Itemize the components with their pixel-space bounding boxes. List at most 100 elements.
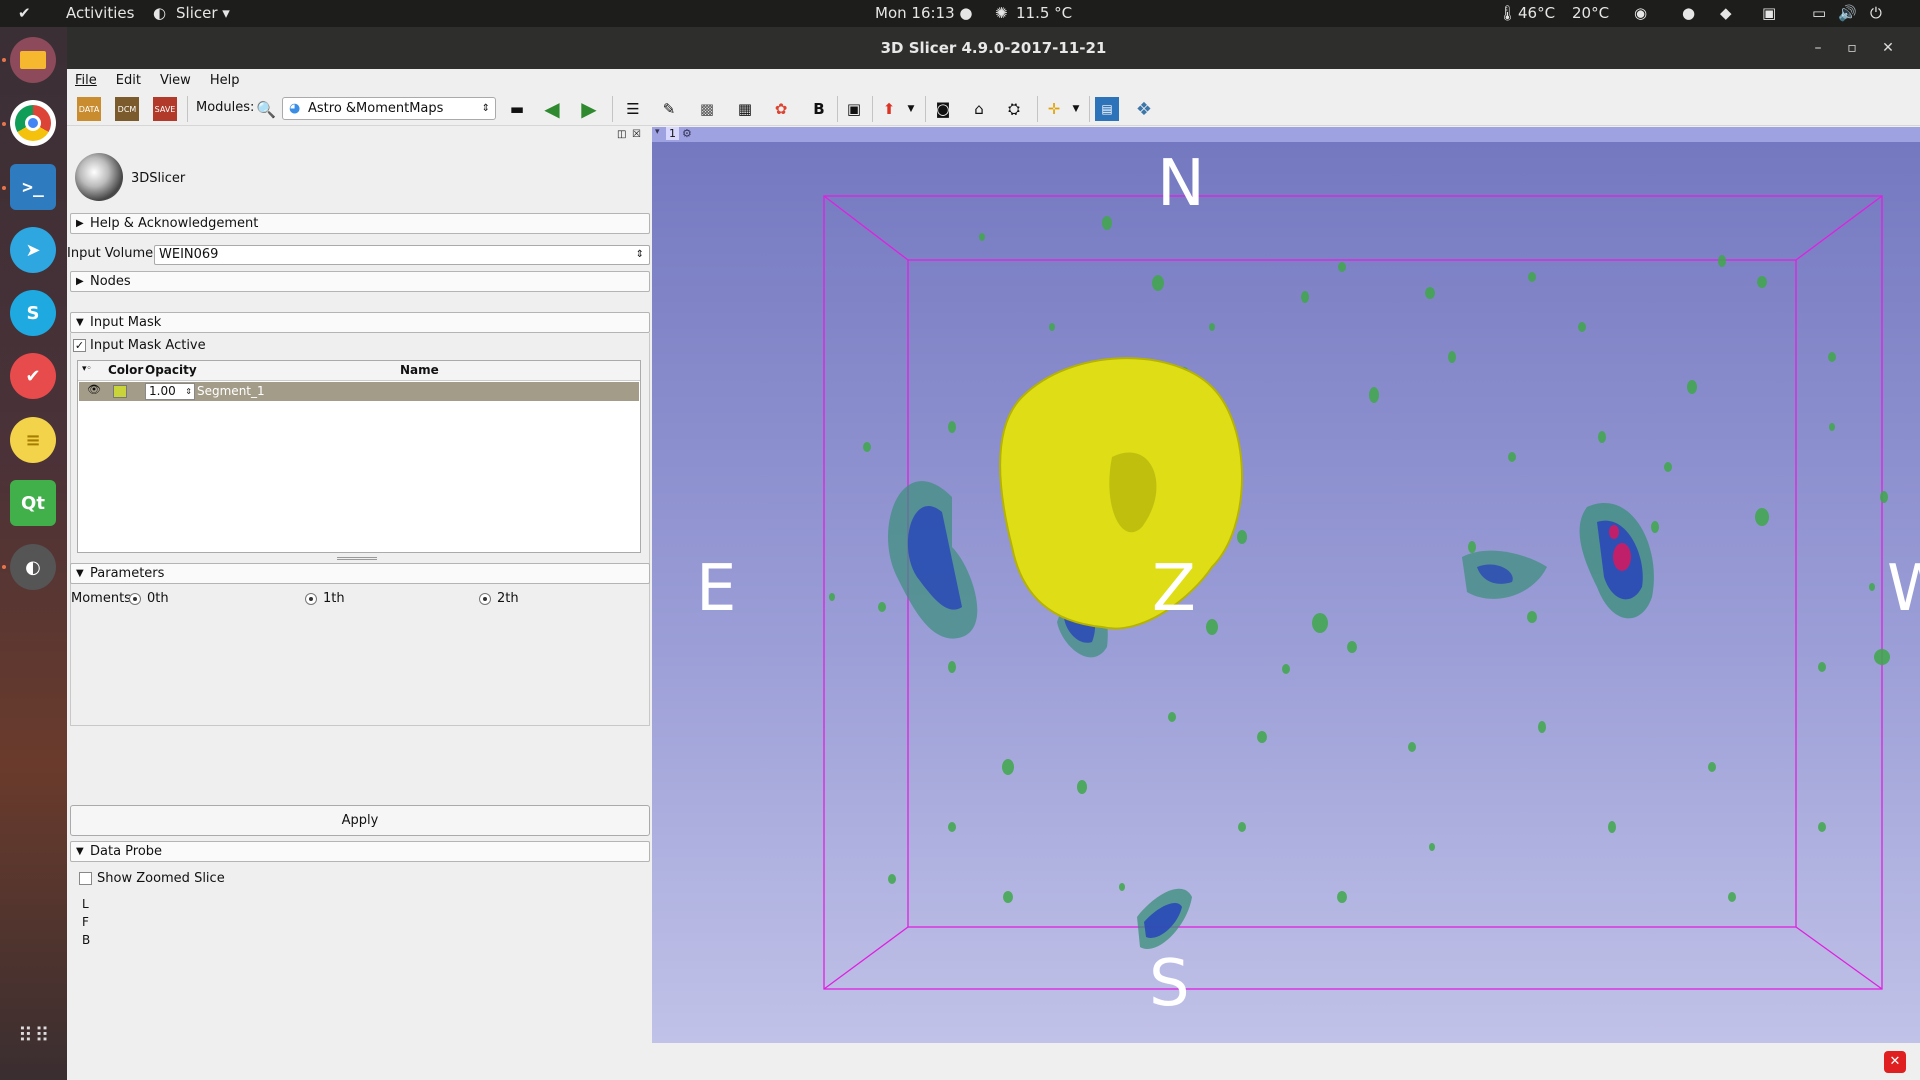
python-console-icon[interactable]: ❖ xyxy=(1135,98,1153,120)
segment-name[interactable]: Segment_1 xyxy=(197,384,265,398)
input-mask-section-header[interactable]: ▼ Input Mask xyxy=(70,312,650,333)
screenshot-icon[interactable]: ▣ xyxy=(1762,4,1777,22)
toolbar-separator xyxy=(187,96,188,122)
scene-view-icon[interactable]: ⌂ xyxy=(974,100,984,118)
extension-manager-icon[interactable]: ▤ xyxy=(1095,97,1119,121)
todo-icon[interactable]: ✔ xyxy=(10,353,56,399)
load-dicom-icon[interactable]: DCM xyxy=(115,97,139,121)
splitter-handle[interactable] xyxy=(337,557,377,560)
telegram-icon[interactable]: ➤ xyxy=(10,227,56,273)
emission-cloud-left xyxy=(888,481,978,639)
segment-color-swatch[interactable] xyxy=(113,385,127,398)
place-dropdown-icon[interactable]: ▼ xyxy=(1072,104,1080,114)
volume-icon[interactable]: 🔊 xyxy=(1838,4,1857,22)
slicer-launcher-icon[interactable]: ◐ xyxy=(10,544,56,590)
models-icon[interactable]: ▦ xyxy=(737,100,753,118)
menu-view[interactable]: View xyxy=(159,72,191,88)
module-search-icon[interactable]: 🔍 xyxy=(256,99,276,119)
activities-button[interactable]: Activities xyxy=(66,4,135,22)
disk-icon[interactable]: ◉ xyxy=(1634,4,1648,22)
markups-icon[interactable]: ✎ xyxy=(662,100,676,118)
extension-icon[interactable]: ⛭ xyxy=(1007,100,1020,118)
probe-line-f: F xyxy=(82,915,89,929)
running-indicator xyxy=(2,122,6,126)
moment-1th-radio[interactable] xyxy=(305,593,317,605)
save-icon[interactable]: SAVE xyxy=(153,97,177,121)
input-volume-select[interactable]: WEIN069 ⇕ xyxy=(154,245,650,265)
parameters-section-header[interactable]: ▼ Parameters xyxy=(70,563,650,584)
collapsed-arrow-icon: ▶ xyxy=(76,276,84,287)
skype-icon[interactable]: S xyxy=(10,290,56,336)
qt-creator-icon[interactable]: Qt xyxy=(10,480,56,526)
error-log-icon[interactable]: ✕ xyxy=(1884,1051,1906,1073)
power-icon[interactable]: ⏻ xyxy=(1870,4,1882,22)
dropbox-icon[interactable]: ◆ xyxy=(1720,4,1732,22)
weather-temp[interactable]: 11.5 °C xyxy=(1016,4,1073,22)
chrome-icon[interactable] xyxy=(10,100,56,146)
app-menu[interactable]: Slicer ▾ xyxy=(176,4,230,22)
notes-icon[interactable]: ≡ xyxy=(10,417,56,463)
moment-2th-radio[interactable] xyxy=(479,593,491,605)
minimize-icon[interactable]: – xyxy=(1814,40,1822,56)
collapsed-arrow-icon: ▶ xyxy=(76,218,84,229)
data-module-icon[interactable]: ☰ xyxy=(626,100,640,118)
visibility-eye-icon[interactable]: 👁 xyxy=(87,383,101,396)
emission-cloud-bottom xyxy=(1137,888,1192,949)
crosshair-icon[interactable]: ⬆ xyxy=(882,100,896,118)
visibility-menu-icon[interactable]: ▾◦ xyxy=(82,364,92,374)
column-header-color[interactable]: Color xyxy=(108,363,144,377)
orientation-label-left: E xyxy=(696,552,737,626)
thermometer-icon: 🌡 xyxy=(1498,4,1518,22)
screenshot-capture-icon[interactable]: ◙ xyxy=(935,100,951,118)
monitor-icon[interactable]: ▭ xyxy=(1812,4,1827,22)
cpu-temp[interactable]: 46°C xyxy=(1518,4,1556,22)
close-icon[interactable]: ✕ xyxy=(1882,40,1894,56)
table-row[interactable]: 👁 1.00 ⇕ Segment_1 xyxy=(79,382,639,401)
module-panel: ◫ ☒ 3DSlicer ▶ Help & Acknowledgement In… xyxy=(67,127,651,1080)
toolbar-separator xyxy=(1089,96,1090,122)
module-history-icon[interactable]: ▬ xyxy=(509,100,525,118)
help-section-header[interactable]: ▶ Help & Acknowledgement xyxy=(70,213,650,234)
running-indicator xyxy=(2,186,6,190)
data-probe-section-header[interactable]: ▼ Data Probe xyxy=(70,841,650,862)
module-selector[interactable]: ◕ Astro &MomentMaps ⇕ xyxy=(282,97,496,120)
system-menu-icon[interactable]: ✔ xyxy=(18,4,31,22)
system-top-bar: ✔ Activities ◐ Slicer ▾ Mon 16:13 ● ✺ 11… xyxy=(0,0,1920,27)
apply-button[interactable]: Apply xyxy=(70,805,650,836)
view-settings-icon[interactable]: ⚙ xyxy=(682,127,692,140)
nodes-section-header[interactable]: ▶ Nodes xyxy=(70,271,650,292)
clock[interactable]: Mon 16:13 ● xyxy=(875,4,973,22)
input-mask-active-checkbox[interactable]: ✓ xyxy=(73,339,86,352)
maximize-icon[interactable]: ▫ xyxy=(1847,40,1857,56)
menu-help[interactable]: Help xyxy=(209,72,240,88)
volume-rendering xyxy=(823,195,1890,990)
show-zoomed-slice-checkbox[interactable] xyxy=(79,872,92,885)
place-fiducial-icon[interactable]: ✛ xyxy=(1047,100,1061,118)
volumes-icon[interactable]: ▩ xyxy=(699,100,715,118)
back-arrow-icon[interactable]: ◀ xyxy=(544,97,560,121)
transforms-icon[interactable]: B xyxy=(813,100,825,118)
menu-edit[interactable]: Edit xyxy=(115,72,141,88)
column-header-opacity[interactable]: Opacity xyxy=(145,363,197,377)
3d-view[interactable]: ▾ 1 ⚙ xyxy=(652,127,1920,1043)
show-apps-icon[interactable]: ⠿⠿ xyxy=(18,1023,52,1047)
undock-icon[interactable]: ◫ xyxy=(617,129,627,140)
load-data-icon[interactable]: DATA xyxy=(77,97,101,121)
menu-bar: File Edit View Help xyxy=(67,69,1920,91)
secondary-temp[interactable]: 20°C xyxy=(1572,4,1610,22)
pin-icon[interactable]: ▾ xyxy=(655,127,660,137)
column-header-name[interactable]: Name xyxy=(400,363,439,377)
layout-icon[interactable]: ▣ xyxy=(846,100,862,118)
forward-arrow-icon[interactable]: ▶ xyxy=(581,97,597,121)
crosshair-dropdown-icon[interactable]: ▼ xyxy=(907,104,915,114)
terminal-icon[interactable]: >_ xyxy=(10,164,56,210)
indicator-icon[interactable]: ● xyxy=(1682,4,1696,22)
orientation-label-right: W xyxy=(1887,552,1920,626)
moment-0th-radio[interactable] xyxy=(129,593,141,605)
opacity-spinbox[interactable]: 1.00 ⇕ xyxy=(145,383,195,400)
files-icon[interactable] xyxy=(10,37,56,83)
colors-icon[interactable]: ✿ xyxy=(774,100,788,118)
panel-close-icon[interactable]: ☒ xyxy=(632,129,641,140)
view-controller-bar[interactable]: ▾ 1 ⚙ xyxy=(652,127,1920,142)
menu-file[interactable]: File xyxy=(75,72,97,88)
